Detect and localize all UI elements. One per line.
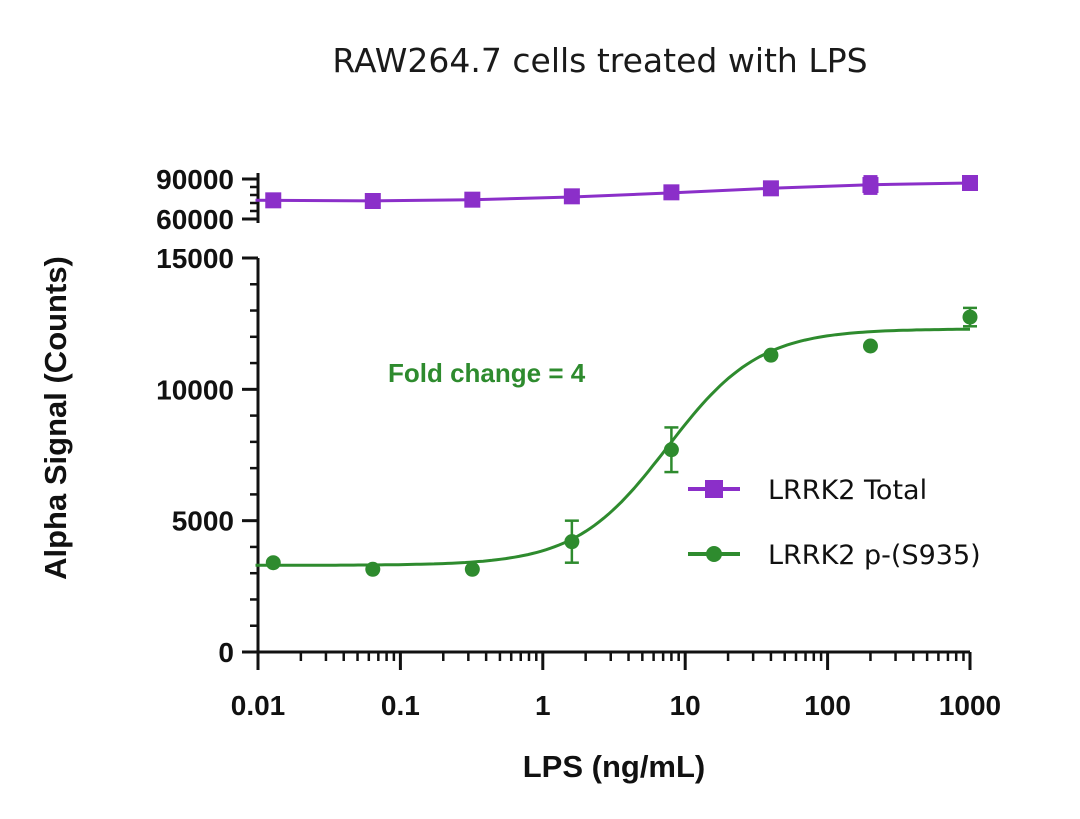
x-tick-label: 1000 <box>939 690 1001 721</box>
y-tick-label: 15000 <box>156 243 234 274</box>
legend-swatch-marker-lrrk2-total <box>705 480 723 498</box>
series-lrrk2-pS935 <box>255 306 978 577</box>
fit-curve-lrrk2-total <box>255 181 971 203</box>
data-point-lrrk2-pS935 <box>763 347 779 363</box>
legend-label-lrrk2-pS935: LRRK2 p-(S935) <box>768 540 981 571</box>
data-point-lrrk2-pS935 <box>663 442 679 458</box>
data-point-lrrk2-pS935 <box>365 561 381 577</box>
x-tick-label: 0.01 <box>231 690 286 721</box>
fold-change-annotation: Fold change = 4 <box>388 358 586 388</box>
x-tick-label: 10 <box>670 690 701 721</box>
data-point-lrrk2-total <box>762 180 779 197</box>
y-axis-title: Alpha Signal (Counts) <box>38 256 73 580</box>
legend-swatch-marker-lrrk2-pS935 <box>706 546 722 562</box>
x-axis-ticks: 0.01 0.1 1 10 100 1000 <box>231 652 1001 721</box>
legend: LRRK2 Total LRRK2 p-(S935) <box>688 475 981 571</box>
x-axis-title: LPS (ng/mL) <box>523 749 706 784</box>
data-point-lrrk2-total <box>364 193 381 209</box>
x-tick-label: 0.1 <box>381 690 420 721</box>
data-point-lrrk2-total <box>862 177 879 193</box>
data-point-lrrk2-total <box>265 192 282 209</box>
series-layer <box>255 175 978 577</box>
data-point-lrrk2-pS935 <box>862 338 878 354</box>
data-point-lrrk2-total <box>464 191 481 208</box>
data-point-lrrk2-total <box>563 188 580 205</box>
data-point-lrrk2-total <box>962 175 978 191</box>
y-axis-ticks: 0 5000 10000 15000 60000 90000 <box>156 164 258 668</box>
data-point-lrrk2-pS935 <box>265 555 281 571</box>
x-tick-label: 1 <box>535 690 551 721</box>
data-point-lrrk2-pS935 <box>564 534 580 550</box>
legend-label-lrrk2-total: LRRK2 Total <box>768 475 927 506</box>
legend-item-lrrk2-pS935: LRRK2 p-(S935) <box>688 540 981 571</box>
y-tick-label: 10000 <box>156 374 234 405</box>
chart-title: RAW264.7 cells treated with LPS <box>332 41 867 80</box>
axes <box>256 173 970 654</box>
data-point-lrrk2-pS935 <box>962 309 978 325</box>
data-point-lrrk2-total <box>663 184 680 201</box>
y-tick-label: 0 <box>218 637 234 668</box>
series-lrrk2-total <box>255 175 978 209</box>
x-tick-label: 100 <box>804 690 851 721</box>
fit-curve-lrrk2-pS935 <box>255 327 971 567</box>
legend-item-lrrk2-total: LRRK2 Total <box>688 475 927 506</box>
y-tick-label-upper: 60000 <box>156 204 234 235</box>
y-tick-label-upper: 90000 <box>156 164 234 195</box>
data-point-lrrk2-pS935 <box>464 561 480 577</box>
y-tick-label: 5000 <box>172 506 234 537</box>
